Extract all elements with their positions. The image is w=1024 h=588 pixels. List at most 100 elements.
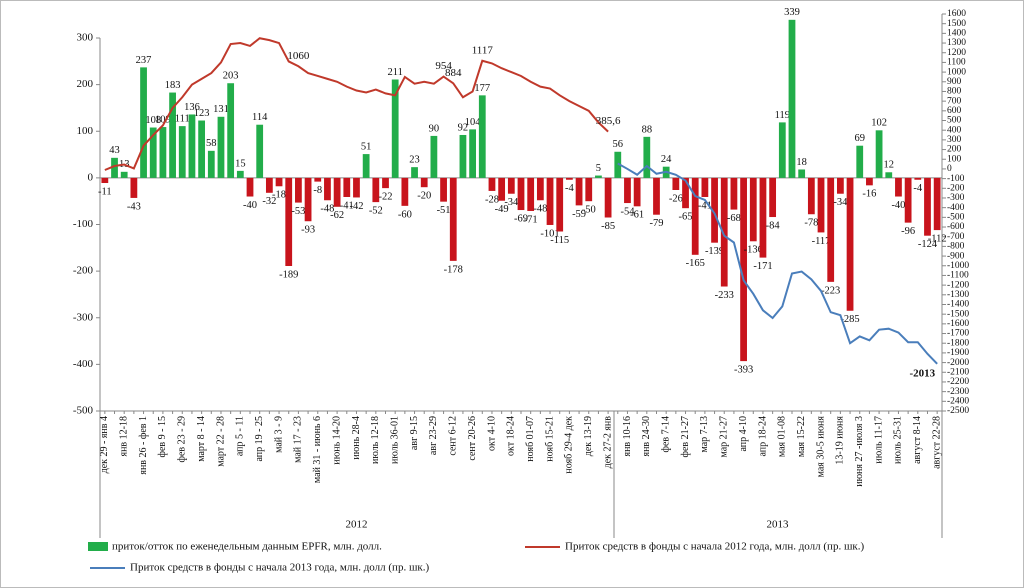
- bar-label: -41: [340, 200, 354, 211]
- bar: [866, 177, 873, 186]
- x-tick-label: сент 6-12: [448, 416, 459, 456]
- y2-tick-label: 1000: [947, 67, 966, 77]
- x-tick-label: июнь 14-20: [331, 416, 342, 465]
- bar-label: -8: [313, 185, 322, 196]
- bar-label: -51: [437, 205, 451, 216]
- bar: [285, 177, 293, 266]
- bar-label: 88: [642, 124, 653, 135]
- bar-label: -68: [727, 213, 741, 224]
- y-tick-label: -300: [73, 311, 94, 323]
- bar: [566, 177, 573, 180]
- x-tick-label: мар 21-27: [719, 416, 730, 458]
- bar: [778, 122, 786, 178]
- bar: [556, 177, 564, 232]
- bar-label: 69: [854, 133, 865, 144]
- x-tick-label: май 17 - 23: [293, 416, 304, 463]
- x-tick-label: март 8 - 14: [196, 416, 207, 462]
- bar: [169, 92, 176, 178]
- bar-label: -71: [524, 214, 538, 225]
- y2-tick-label: 1200: [947, 48, 966, 58]
- y2-tick-label: -1900: [947, 348, 969, 358]
- bar: [711, 177, 718, 243]
- bar-label: -54: [620, 206, 635, 217]
- bar: [140, 67, 147, 178]
- x-tick-label: март 22 - 28: [215, 416, 226, 467]
- bar: [585, 177, 593, 202]
- bar-label: -171: [753, 261, 772, 272]
- x-tick-label: окт 18-24: [506, 416, 517, 456]
- bar-label: -65: [679, 212, 693, 223]
- bar: [275, 177, 283, 187]
- bar: [672, 177, 680, 190]
- bar-label: -178: [444, 264, 463, 275]
- y2-tick-label: -1300: [947, 290, 969, 300]
- bar: [120, 171, 128, 178]
- bar-label: -53: [291, 206, 305, 217]
- x-tick-label: янв 10-16: [622, 416, 633, 457]
- line-label: 385,6: [596, 115, 621, 127]
- bar: [856, 145, 864, 178]
- bar-label: -28: [485, 194, 499, 205]
- bar-label: 123: [194, 108, 210, 119]
- bar: [353, 177, 360, 198]
- y2-tick-label: -500: [947, 213, 965, 223]
- bar: [227, 83, 235, 178]
- bar: [295, 177, 302, 203]
- bar-label: -18: [272, 190, 286, 201]
- bar: [827, 177, 835, 282]
- bar: [846, 177, 854, 311]
- bar: [324, 177, 331, 201]
- bar-label: 131: [213, 104, 229, 115]
- bar: [749, 177, 757, 242]
- bar: [904, 177, 912, 223]
- x-tick-label: июнь 28-4: [351, 416, 362, 460]
- bar: [643, 136, 651, 178]
- bar-label: -4: [565, 183, 574, 194]
- x-tick-label: янв 24-30: [641, 416, 652, 457]
- x-tick-label: апр 5 - 11: [235, 416, 246, 456]
- y2-tick-label: -1800: [947, 338, 969, 348]
- y2-tick-label: 300: [947, 135, 962, 145]
- line-label: 1117: [472, 44, 494, 56]
- x-tick-label: дек 29 - янв 4: [99, 416, 110, 473]
- x-tick-label: апр 19 - 25: [254, 416, 265, 462]
- x-tick-label: нояб 01-07: [525, 416, 536, 462]
- y2-tick-label: 1100: [947, 58, 966, 68]
- x-tick-label: июня 27 -июля 3: [854, 416, 865, 487]
- group-label: 2012: [345, 519, 367, 531]
- bar: [769, 177, 777, 218]
- bar: [111, 157, 118, 178]
- x-tick-label: мая 30-5 июня: [815, 416, 826, 478]
- bar: [188, 114, 196, 178]
- bar: [885, 172, 893, 178]
- y2-tick-label: -200: [947, 183, 965, 193]
- bar: [836, 177, 844, 194]
- bar-label: -115: [550, 235, 569, 246]
- y2-tick-label: -1500: [947, 309, 969, 319]
- x-tick-label: апр 18-24: [757, 416, 768, 457]
- bar-label: -26: [669, 193, 683, 204]
- bar-label: -112: [928, 234, 947, 245]
- bar: [217, 116, 225, 178]
- bar: [198, 120, 206, 178]
- bar-label: -85: [601, 221, 615, 232]
- bar-label: -59: [572, 209, 586, 220]
- bar: [469, 129, 476, 178]
- y-tick-label: 200: [77, 78, 94, 90]
- y2-tick-label: -800: [947, 242, 965, 252]
- x-tick-label: нояб 15-21: [544, 416, 555, 462]
- bar-label: 23: [409, 155, 420, 166]
- bar: [498, 177, 506, 201]
- line-label: 884: [445, 67, 462, 79]
- bar-label: 111: [175, 114, 190, 125]
- bar-label: 114: [252, 112, 268, 123]
- bar-label: 183: [165, 80, 181, 91]
- y2-tick-label: -2200: [947, 377, 969, 387]
- bar: [798, 169, 806, 178]
- bar-label: -61: [630, 210, 644, 221]
- x-tick-label: авг 9-15: [409, 416, 420, 450]
- y-tick-label: -400: [73, 358, 94, 370]
- x-tick-label: фев 23 - 29: [177, 416, 188, 462]
- y2-tick-label: 900: [947, 77, 962, 87]
